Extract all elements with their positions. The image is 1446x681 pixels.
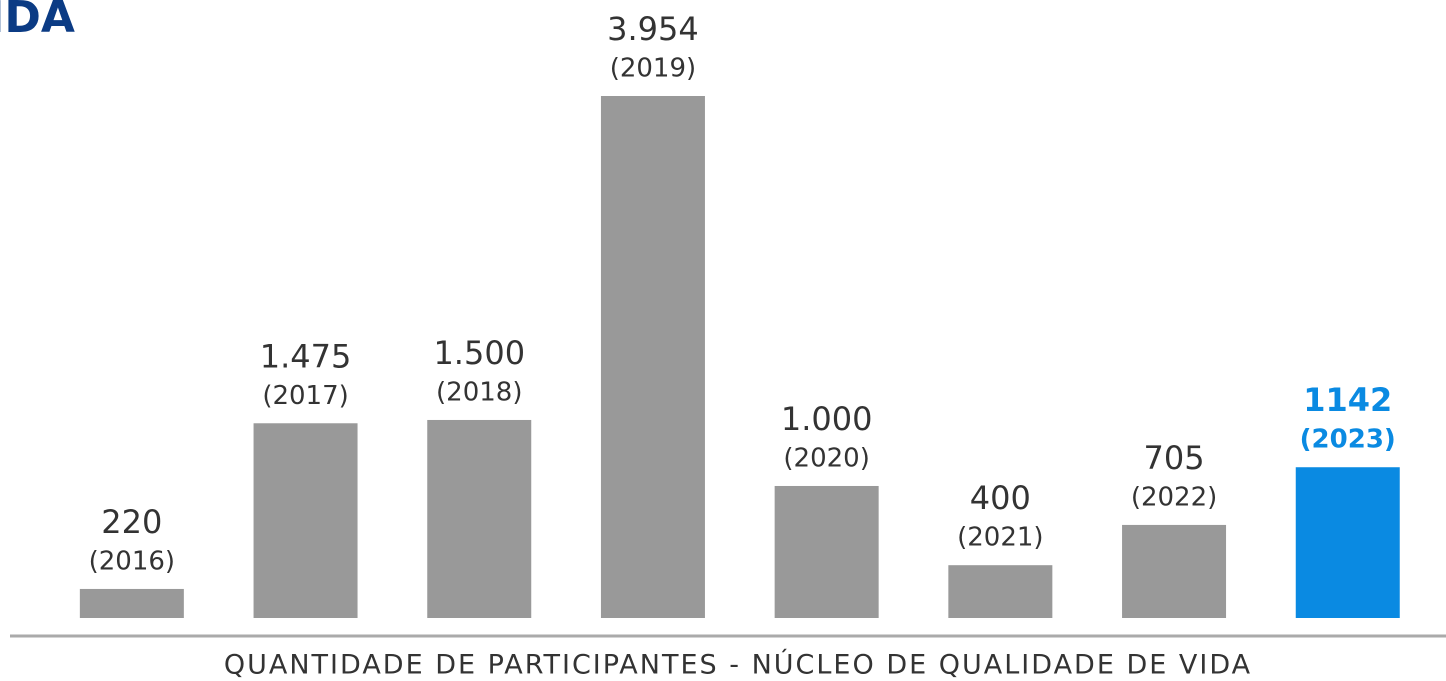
category-label: (2019) xyxy=(610,54,696,84)
bar xyxy=(79,588,184,618)
value-label: 1142 xyxy=(1303,381,1392,419)
bar xyxy=(774,485,879,618)
category-label: (2017) xyxy=(262,381,348,411)
value-label: 1.500 xyxy=(433,334,525,372)
category-label: (2016) xyxy=(89,546,175,576)
value-label: 220 xyxy=(101,503,162,541)
value-label: 400 xyxy=(970,479,1031,517)
x-axis-label: QUANTIDADE DE PARTICIPANTES - NÚCLEO DE … xyxy=(224,649,1252,681)
bar xyxy=(1122,524,1227,618)
bar xyxy=(1295,467,1400,618)
value-label: 1.000 xyxy=(781,400,873,438)
category-label: (2020) xyxy=(783,443,869,473)
value-label: 705 xyxy=(1144,439,1205,477)
category-label: (2018) xyxy=(436,377,522,407)
bar xyxy=(253,423,358,618)
bar xyxy=(427,419,532,618)
category-label: (2022) xyxy=(1131,482,1217,512)
bar xyxy=(948,565,1053,618)
bar xyxy=(600,96,705,618)
logo: IDA xyxy=(0,0,75,43)
category-label: (2023) xyxy=(1300,425,1396,455)
category-label: (2021) xyxy=(957,523,1043,553)
value-label: 1.475 xyxy=(260,337,352,375)
value-label: 3.954 xyxy=(607,10,699,48)
